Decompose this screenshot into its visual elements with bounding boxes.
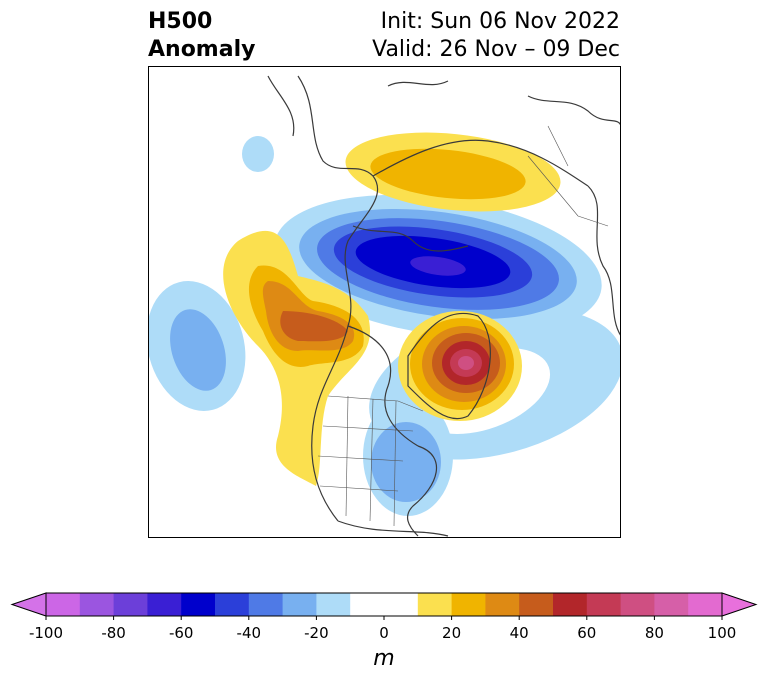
colorbar-bin xyxy=(181,593,216,616)
colorbar-bin xyxy=(553,593,588,616)
colorbar-tick-label: -20 xyxy=(304,624,329,642)
colorbar-bin xyxy=(620,593,655,616)
colorbar-tick-label: 100 xyxy=(707,624,737,642)
colorbar-bin xyxy=(113,593,148,616)
colorbar-extend-min xyxy=(10,592,47,617)
colorbar-tick-label: 60 xyxy=(577,624,597,642)
map-frame xyxy=(148,66,621,538)
colorbar-bin xyxy=(282,593,317,616)
chart-title-left: H500 Anomaly xyxy=(148,8,255,64)
colorbar-bin xyxy=(384,593,419,616)
colorbar-bin xyxy=(654,593,689,616)
colorbar-tick-label: -100 xyxy=(28,624,64,642)
colorbar-bin xyxy=(688,593,723,616)
colorbar-tick-label: 80 xyxy=(644,624,664,642)
negative-anomaly-arctic xyxy=(274,194,602,338)
colorbar-tick-label: 40 xyxy=(509,624,529,642)
colorbar-bin xyxy=(79,593,115,616)
colorbar-bin xyxy=(316,593,351,616)
colorbar-bin xyxy=(586,593,622,616)
colorbar-bin xyxy=(215,593,250,616)
positive-anomaly-north-siberia xyxy=(345,132,561,212)
colorbar-tick-label: -80 xyxy=(101,624,126,642)
chart-title-right: Init: Sun 06 Nov 2022 Valid: 26 Nov – 09… xyxy=(372,8,620,64)
colorbar xyxy=(10,592,758,620)
title-type: Anomaly xyxy=(148,37,256,62)
title-variable: H500 xyxy=(148,9,213,34)
colorbar-bin xyxy=(350,593,385,616)
positive-anomaly-greenland xyxy=(398,311,522,421)
state-borders xyxy=(317,125,609,527)
colorbar-bin xyxy=(519,593,554,616)
colorbar-bin xyxy=(46,593,81,616)
title-valid: Valid: 26 Nov – 09 Dec xyxy=(372,37,620,62)
title-init: Init: Sun 06 Nov 2022 xyxy=(380,9,620,34)
colorbar-tick-label: 20 xyxy=(442,624,462,642)
colorbar-bin xyxy=(248,593,284,616)
colorbar-tick-label: 0 xyxy=(379,624,389,642)
colorbar-extend-max xyxy=(721,592,758,617)
negative-anomaly-north-pacific xyxy=(148,281,246,411)
colorbar-bin xyxy=(485,593,520,616)
negative-anomaly-alaska-small xyxy=(242,136,274,172)
colorbar-tick-label: -40 xyxy=(236,624,262,642)
colorbar-bin xyxy=(451,593,486,616)
anomaly-map xyxy=(148,66,621,538)
colorbar-tick-label: -60 xyxy=(168,624,194,642)
positive-anomaly-west-canada xyxy=(223,230,370,486)
colorbar-bin xyxy=(417,593,453,616)
colorbar-bin xyxy=(147,593,182,616)
colorbar-unit-label: m xyxy=(373,646,395,671)
coastlines xyxy=(267,75,621,537)
